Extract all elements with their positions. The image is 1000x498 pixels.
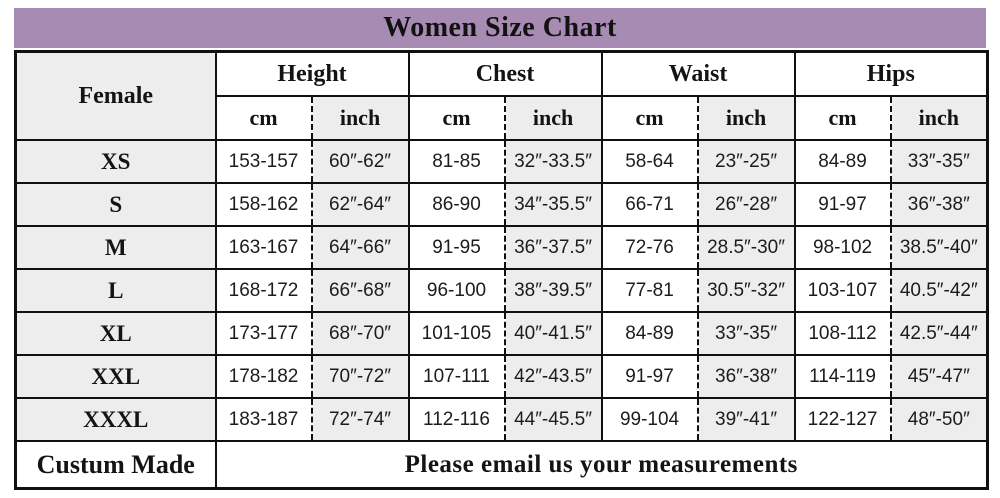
cell-waist-cm: 77-81	[600, 268, 698, 313]
cell-waist-cm: 66-71	[600, 182, 698, 227]
cell-chest-inch: 40″-41.5″	[503, 311, 603, 356]
cell-hips-inch: 36″-38″	[889, 182, 989, 227]
cell-waist-inch: 36″-38″	[696, 354, 796, 399]
cell-waist-inch: 28.5″-30″	[696, 225, 796, 270]
cell-waist-inch: 30.5″-32″	[696, 268, 796, 313]
cell-height-cm: 178-182	[214, 354, 312, 399]
cell-chest-cm: 91-95	[407, 225, 505, 270]
cell-waist-inch: 26″-28″	[696, 182, 796, 227]
cell-hips-inch: 42.5″-44″	[889, 311, 989, 356]
group-header-height: Height	[214, 50, 410, 97]
table-row-xxxl: XXXL 183-187 72″-74″ 112-116 44″-45.5″ 9…	[14, 397, 989, 442]
size-label: M	[14, 225, 217, 270]
cell-waist-inch: 39″-41″	[696, 397, 796, 442]
unit-cell-waist-cm: cm	[600, 95, 698, 141]
group-header-waist: Waist	[600, 50, 796, 97]
cell-chest-cm: 107-111	[407, 354, 505, 399]
cell-height-inch: 68″-70″	[310, 311, 410, 356]
unit-cell-chest-inch: inch	[503, 95, 603, 141]
cell-height-inch: 60″-62″	[310, 139, 410, 184]
table-row-xs: XS 153-157 60″-62″ 81-85 32″-33.5″ 58-64…	[14, 139, 989, 184]
unit-cell-height-inch: inch	[310, 95, 410, 141]
cell-chest-inch: 32″-33.5″	[503, 139, 603, 184]
cell-height-cm: 158-162	[214, 182, 312, 227]
cell-waist-cm: 58-64	[600, 139, 698, 184]
cell-chest-inch: 38″-39.5″	[503, 268, 603, 313]
group-header-chest: Chest	[407, 50, 603, 97]
cell-waist-inch: 23″-25″	[696, 139, 796, 184]
cell-chest-inch: 42″-43.5″	[503, 354, 603, 399]
unit-cell-height-cm: cm	[214, 95, 312, 141]
cell-chest-cm: 81-85	[407, 139, 505, 184]
page-title: Women Size Chart	[383, 12, 617, 43]
chart-title-bar: Women Size Chart	[14, 8, 986, 48]
cell-hips-cm: 103-107	[793, 268, 891, 313]
cell-hips-inch: 45″-47″	[889, 354, 989, 399]
cell-hips-cm: 98-102	[793, 225, 891, 270]
unit-cell-waist-inch: inch	[696, 95, 796, 141]
cell-height-inch: 66″-68″	[310, 268, 410, 313]
cell-hips-cm: 91-97	[793, 182, 891, 227]
cell-hips-inch: 48″-50″	[889, 397, 989, 442]
size-label: S	[14, 182, 217, 227]
cell-waist-inch: 33″-35″	[696, 311, 796, 356]
size-label: L	[14, 268, 217, 313]
custom-made-message: Please email us your measurements	[214, 440, 989, 490]
cell-chest-inch: 34″-35.5″	[503, 182, 603, 227]
cell-height-cm: 173-177	[214, 311, 312, 356]
cell-hips-inch: 38.5″-40″	[889, 225, 989, 270]
cell-height-cm: 153-157	[214, 139, 312, 184]
group-header-hips: Hips	[793, 50, 989, 97]
cell-chest-cm: 86-90	[407, 182, 505, 227]
unit-cell-chest-cm: cm	[407, 95, 505, 141]
cell-height-inch: 70″-72″	[310, 354, 410, 399]
cell-hips-inch: 33″-35″	[889, 139, 989, 184]
size-label: XXL	[14, 354, 217, 399]
cell-waist-cm: 72-76	[600, 225, 698, 270]
cell-height-inch: 62″-64″	[310, 182, 410, 227]
table-row-l: L 168-172 66″-68″ 96-100 38″-39.5″ 77-81…	[14, 268, 989, 313]
cell-height-inch: 72″-74″	[310, 397, 410, 442]
cell-hips-inch: 40.5″-42″	[889, 268, 989, 313]
custom-made-label: Custum Made	[14, 440, 217, 490]
table-row-m: M 163-167 64″-66″ 91-95 36″-37.5″ 72-76 …	[14, 225, 989, 270]
cell-hips-cm: 114-119	[793, 354, 891, 399]
cell-hips-cm: 84-89	[793, 139, 891, 184]
cell-height-cm: 183-187	[214, 397, 312, 442]
cell-chest-inch: 36″-37.5″	[503, 225, 603, 270]
size-label: XL	[14, 311, 217, 356]
size-label: XS	[14, 139, 217, 184]
cell-chest-inch: 44″-45.5″	[503, 397, 603, 442]
unit-cell-hips-cm: cm	[793, 95, 891, 141]
cell-chest-cm: 101-105	[407, 311, 505, 356]
cell-chest-cm: 96-100	[407, 268, 505, 313]
cell-hips-cm: 122-127	[793, 397, 891, 442]
female-header-cell: Female	[14, 50, 217, 141]
table-row-xxl: XXL 178-182 70″-72″ 107-111 42″-43.5″ 91…	[14, 354, 989, 399]
table-row-s: S 158-162 62″-64″ 86-90 34″-35.5″ 66-71 …	[14, 182, 989, 227]
unit-header-row: cm inch cm inch cm inch cm inch	[16, 95, 989, 141]
cell-waist-cm: 91-97	[600, 354, 698, 399]
size-label: XXXL	[14, 397, 217, 442]
unit-cell-hips-inch: inch	[889, 95, 989, 141]
table-row-xl: XL 173-177 68″-70″ 101-105 40″-41.5″ 84-…	[14, 311, 989, 356]
cell-height-cm: 163-167	[214, 225, 312, 270]
custom-made-row: Custum Made Please email us your measure…	[14, 440, 989, 490]
group-header-row: Female Height Chest Waist Hips	[14, 50, 989, 141]
cell-height-inch: 64″-66″	[310, 225, 410, 270]
women-size-chart-table: Female Height Chest Waist Hips cm inch c…	[14, 50, 990, 490]
cell-height-cm: 168-172	[214, 268, 312, 313]
cell-waist-cm: 99-104	[600, 397, 698, 442]
cell-waist-cm: 84-89	[600, 311, 698, 356]
cell-hips-cm: 108-112	[793, 311, 891, 356]
cell-chest-cm: 112-116	[407, 397, 505, 442]
